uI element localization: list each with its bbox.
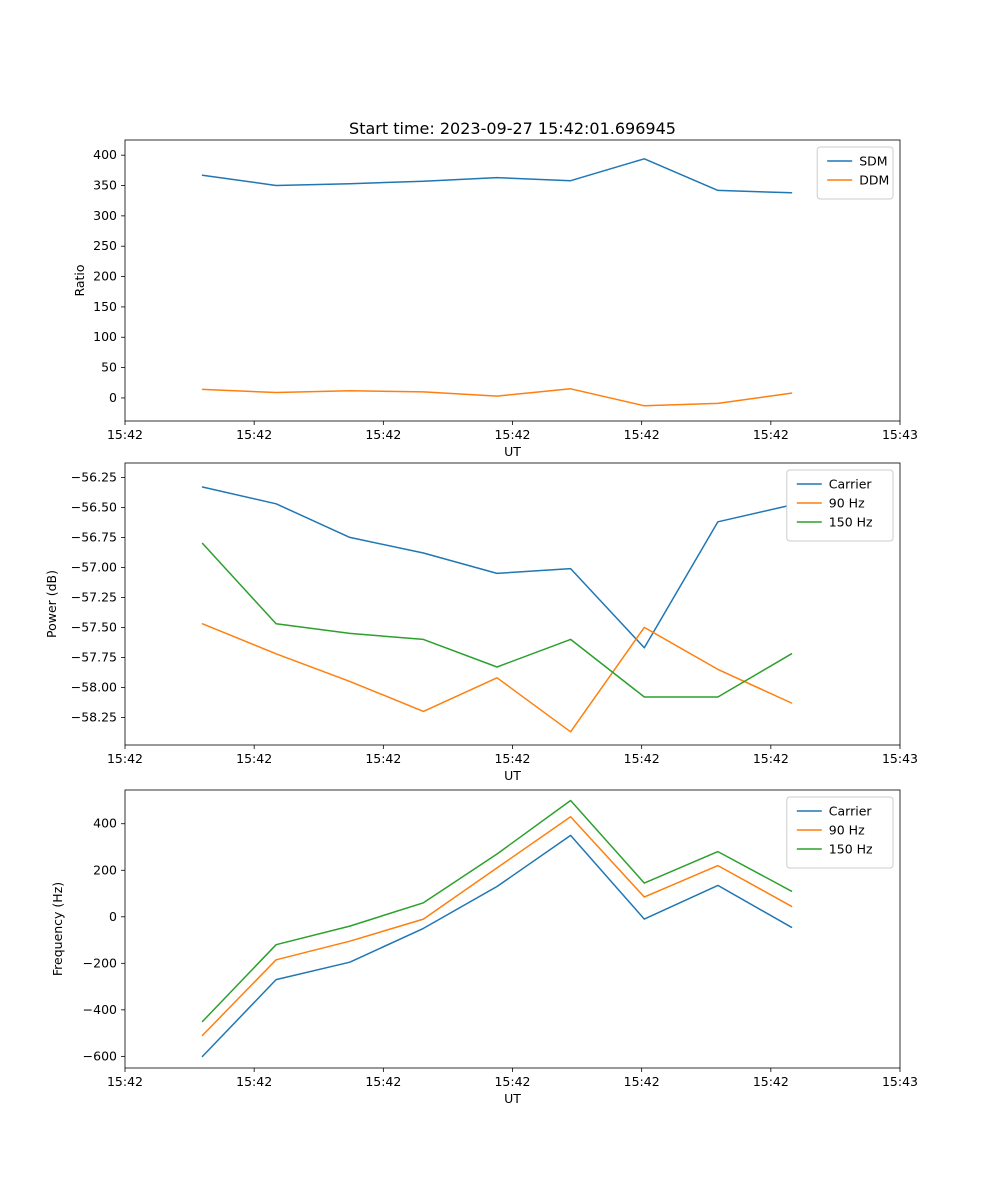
y-tick-label: 150 — [93, 299, 117, 314]
y-tick-label: −58.25 — [71, 709, 117, 724]
legend-label-150-hz: 150 Hz — [829, 842, 873, 857]
legend-label-90-hz: 90 Hz — [829, 496, 865, 511]
y-tick-label: 400 — [93, 816, 117, 831]
x-tick-label: 15:43 — [882, 1074, 918, 1089]
y-axis-label: Frequency (Hz) — [50, 882, 65, 976]
y-axis-label: Ratio — [72, 264, 87, 296]
ratio-legend: SDM DDM — [816, 146, 894, 200]
legend-label-150-hz: 150 Hz — [829, 515, 873, 530]
x-tick-label: 15:42 — [365, 427, 401, 442]
y-tick-label: −57.25 — [71, 589, 117, 604]
x-tick-label: 15:42 — [236, 1074, 272, 1089]
frequency-chart: 15:42 15:42 15:42 15:42 15:42 15:42 15:43 −600 −… — [50, 789, 918, 1106]
legend-label-carrier: Carrier — [829, 804, 873, 819]
y-tick-label: −400 — [83, 1002, 117, 1017]
y-tick-label: −200 — [83, 955, 117, 970]
legend-box — [786, 796, 894, 869]
y-tick-label: 100 — [93, 329, 117, 344]
power-legend: Carrier 90 Hz 150 Hz — [786, 469, 894, 542]
y-axis-label: Power (dB) — [44, 570, 59, 638]
y-tick-label: −57.75 — [71, 649, 117, 664]
power-plot-area — [124, 462, 901, 746]
x-axis-label: UT — [504, 768, 521, 783]
y-tick-label: 400 — [93, 147, 117, 162]
x-tick-label: 15:42 — [753, 1074, 789, 1089]
ratio-sdm-series-line — [201, 158, 793, 194]
y-tick-label: 200 — [93, 269, 117, 284]
x-axis-label: UT — [504, 444, 521, 459]
x-tick-label: 15:42 — [107, 427, 143, 442]
x-tick-label: 15:42 — [624, 1074, 660, 1089]
x-tick-label: 15:42 — [236, 751, 272, 766]
y-tick-label: 300 — [93, 208, 117, 223]
y-tick-label: 200 — [93, 862, 117, 877]
x-tick-label: 15:42 — [624, 427, 660, 442]
x-tick-label: 15:42 — [753, 427, 789, 442]
frequency-90-hz-series-line — [201, 816, 793, 1037]
y-tick-label: 250 — [93, 238, 117, 253]
frequency-carrier-series-line — [201, 834, 793, 1058]
ratio-plot-area — [124, 139, 901, 422]
y-tick-label: −56.50 — [71, 499, 117, 514]
power-chart: 15:42 15:42 15:42 15:42 15:42 15:42 15:43 −58.2… — [44, 462, 918, 783]
y-tick-label: 50 — [101, 360, 117, 375]
y-tick-label: −57.00 — [71, 559, 117, 574]
x-axis-label: UT — [504, 1091, 521, 1106]
legend-box — [816, 146, 894, 200]
frequency-plot-area — [124, 789, 901, 1069]
legend-label-90-hz: 90 Hz — [829, 823, 865, 838]
y-tick-label: −58.00 — [71, 679, 117, 694]
y-tick-label: −56.75 — [71, 529, 117, 544]
ratio-ddm-series-line — [201, 388, 793, 407]
ratio-chart: 15:42 15:42 15:42 15:42 15:42 15:42 15:43 0 50 10… — [72, 139, 918, 459]
y-tick-label: 0 — [109, 909, 117, 924]
y-tick-label: −600 — [83, 1048, 117, 1063]
x-tick-label: 15:42 — [624, 751, 660, 766]
y-tick-label: −56.25 — [71, 469, 117, 484]
x-tick-label: 15:42 — [365, 1074, 401, 1089]
x-tick-label: 15:42 — [365, 751, 401, 766]
y-tick-label: 0 — [109, 390, 117, 405]
y-tick-label: 350 — [93, 178, 117, 193]
y-tick-label: −57.50 — [71, 619, 117, 634]
power-150-hz-series-line — [201, 542, 793, 698]
figure-title: Start time: 2023-09-27 15:42:01.696945 — [349, 119, 676, 138]
x-tick-label: 15:42 — [753, 751, 789, 766]
power-90-hz-series-line — [201, 623, 793, 733]
legend-label-ddm: DDM — [859, 173, 889, 188]
x-tick-label: 15:42 — [494, 427, 530, 442]
x-tick-label: 15:42 — [236, 427, 272, 442]
frequency-legend: Carrier 90 Hz 150 Hz — [786, 796, 894, 869]
x-tick-label: 15:42 — [107, 1074, 143, 1089]
frequency-150-hz-series-line — [201, 799, 793, 1023]
x-tick-label: 15:42 — [494, 1074, 530, 1089]
x-tick-label: 15:42 — [494, 751, 530, 766]
legend-label-carrier: Carrier — [829, 477, 873, 492]
x-tick-label: 15:42 — [107, 751, 143, 766]
legend-label-sdm: SDM — [859, 154, 887, 169]
legend-box — [786, 469, 894, 542]
power-carrier-series-line — [201, 486, 793, 649]
x-tick-label: 15:43 — [882, 427, 918, 442]
x-tick-label: 15:43 — [882, 751, 918, 766]
